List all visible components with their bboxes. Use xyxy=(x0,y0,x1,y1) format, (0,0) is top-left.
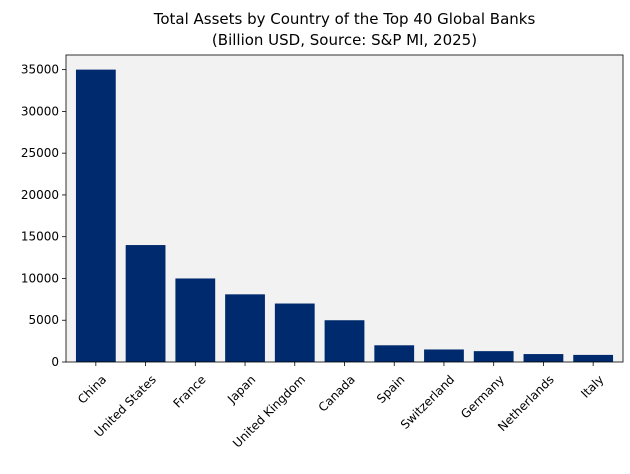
chart-title-line1: Total Assets by Country of the Top 40 Gl… xyxy=(153,10,536,28)
bar-switzerland xyxy=(424,349,464,362)
y-tick-label: 15000 xyxy=(21,230,59,244)
bar-canada xyxy=(324,320,365,362)
bar-japan xyxy=(225,294,265,362)
y-tick-label: 10000 xyxy=(21,271,59,285)
bar-france xyxy=(175,278,216,362)
y-tick-label: 20000 xyxy=(21,188,59,202)
chart-title-line2: (Billion USD, Source: S&P MI, 2025) xyxy=(212,31,477,49)
y-tick-label: 25000 xyxy=(21,146,59,160)
bar-china xyxy=(75,69,116,363)
y-tick-label: 5000 xyxy=(28,313,59,327)
y-tick-label: 30000 xyxy=(21,104,59,118)
y-axis: 0 5000 10000 15000 20000 25000 30000 35000 xyxy=(21,63,66,369)
bar-spain xyxy=(374,345,415,362)
bar-germany xyxy=(473,351,514,362)
y-tick-label: 0 xyxy=(51,355,59,369)
bar-united-states xyxy=(125,245,166,362)
bar-italy xyxy=(573,354,614,362)
bars-layer xyxy=(75,69,614,363)
y-tick-label: 35000 xyxy=(21,63,59,77)
bar-united-kingdom xyxy=(274,303,315,362)
bar-netherlands xyxy=(523,354,564,362)
